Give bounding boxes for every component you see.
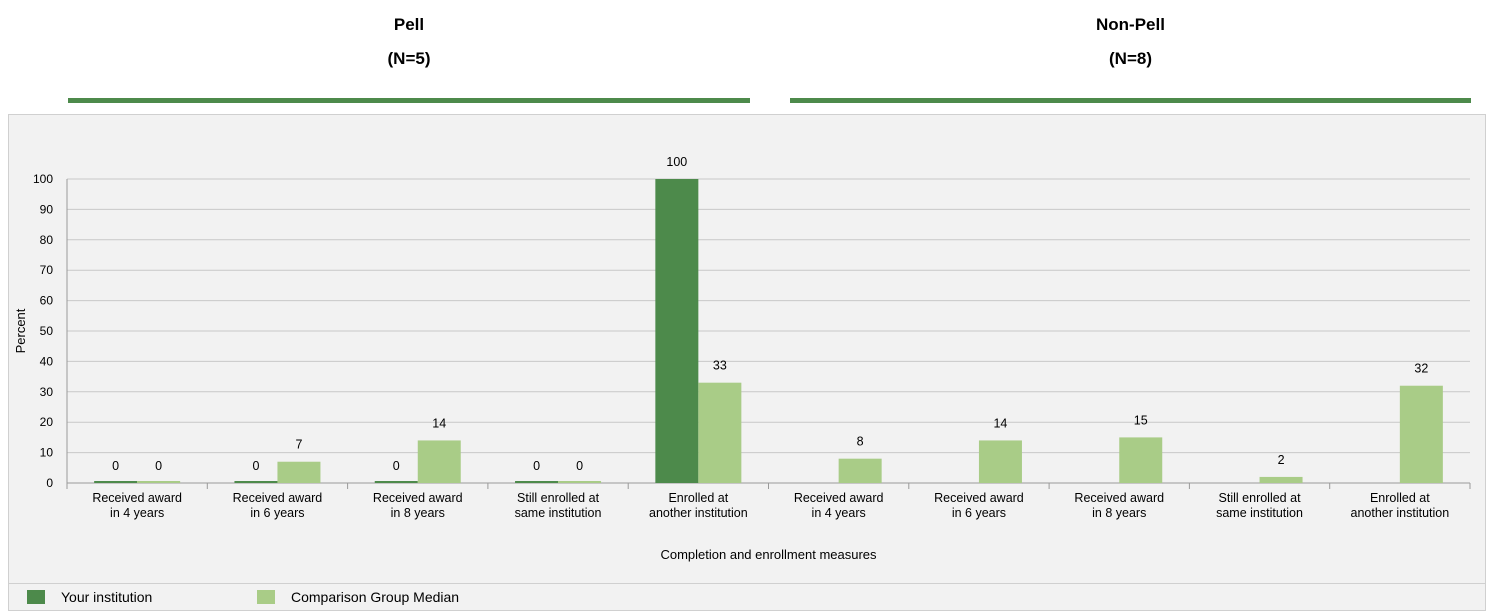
x-tick-label: same institution	[515, 506, 602, 520]
y-tick-label: 20	[40, 415, 54, 429]
data-label: 0	[112, 459, 119, 473]
bar-comparison-median	[978, 440, 1022, 483]
bar-chart: 0102030405060708090100PercentCompletion …	[13, 155, 1471, 562]
data-label: 14	[993, 416, 1007, 430]
x-tick-label: another institution	[649, 506, 748, 520]
chart-panel: 0 10 20 30 40 50 60 70 80 90 100 Percent Completion …	[8, 114, 1486, 584]
bar-comparison-median	[1399, 385, 1443, 483]
y-tick-label: 30	[40, 385, 54, 399]
bar-comparison-median	[558, 481, 602, 483]
x-tick-label: in 6 years	[952, 506, 1006, 520]
x-tick-label: Received award	[373, 491, 463, 505]
legend-swatch-your-institution	[27, 590, 45, 604]
group-name: Non-Pell	[1096, 15, 1165, 34]
data-label: 0	[252, 459, 259, 473]
y-tick-label: 70	[40, 263, 54, 277]
chart-legend: Your institution Comparison Group Median	[8, 584, 1486, 611]
bar-your-institution	[94, 481, 138, 483]
group-header-non-pell: Non-Pell (N=8)	[790, 8, 1471, 76]
data-label: 33	[713, 359, 727, 373]
x-tick-label: Received award	[92, 491, 182, 505]
bar-comparison-median	[277, 461, 321, 483]
group-n-label: (N=8)	[1109, 49, 1152, 68]
y-tick-label: 80	[40, 233, 54, 247]
bar-comparison-median	[1259, 476, 1303, 483]
data-label: 0	[576, 459, 583, 473]
bar-comparison-median	[417, 440, 461, 483]
bar-your-institution	[655, 179, 699, 483]
data-label: 8	[857, 435, 864, 449]
x-tick-label: in 4 years	[812, 506, 866, 520]
legend-label: Your institution	[61, 589, 153, 605]
bar-your-institution	[374, 481, 418, 483]
legend-label: Comparison Group Median	[291, 589, 460, 605]
x-tick-label: Received award	[794, 491, 884, 505]
y-tick-label: 50	[40, 324, 54, 338]
group-n-label: (N=5)	[387, 49, 431, 68]
x-tick-label: in 8 years	[1092, 506, 1146, 520]
bar-comparison-median	[1119, 437, 1163, 483]
data-label: 0	[533, 459, 540, 473]
data-label: 32	[1414, 362, 1428, 376]
bar-your-institution	[515, 481, 559, 483]
data-label: 7	[295, 438, 302, 452]
x-tick-label: Received award	[934, 491, 1024, 505]
data-label: 14	[432, 416, 446, 430]
group-rule-non-pell	[790, 98, 1471, 103]
group-name: Pell	[393, 15, 425, 34]
bar-your-institution	[234, 481, 278, 483]
x-tick-label: Still enrolled at	[517, 491, 600, 505]
x-tick-label: in 8 years	[391, 506, 445, 520]
data-label: 0	[393, 459, 400, 473]
bar-comparison-median	[698, 382, 742, 483]
data-label: 2	[1278, 453, 1285, 467]
y-tick-label: 90	[40, 202, 54, 216]
x-tick-label: in 4 years	[110, 506, 164, 520]
y-tick-label: 10	[40, 446, 54, 460]
bar-comparison-median	[137, 481, 181, 483]
y-tick-label: 60	[40, 294, 54, 308]
x-tick-label: same institution	[1216, 506, 1303, 520]
legend-item-comparison-median: Comparison Group Median	[257, 588, 459, 606]
legend-swatch-comparison-median	[257, 590, 275, 604]
x-axis-title: Completion and enrollment measures	[660, 547, 877, 562]
y-axis-title: Percent	[13, 308, 28, 353]
x-tick-label: Still enrolled at	[1219, 491, 1302, 505]
x-tick-label: another institution	[1351, 506, 1450, 520]
y-tick-label: 0	[46, 476, 53, 490]
data-label: 15	[1134, 413, 1148, 427]
y-tick-label: 40	[40, 354, 54, 368]
y-tick-label: 100	[33, 172, 53, 186]
data-label: 0	[155, 459, 162, 473]
x-tick-label: in 6 years	[250, 506, 304, 520]
group-rule-pell	[68, 98, 750, 103]
x-tick-label: Received award	[1074, 491, 1164, 505]
bar-comparison-median	[838, 458, 882, 483]
legend-item-your-institution: Your institution	[27, 588, 152, 606]
x-tick-label: Enrolled at	[1370, 491, 1430, 505]
data-label: 100	[666, 155, 687, 169]
x-tick-label: Received award	[233, 491, 323, 505]
group-header-pell: Pell (N=5)	[68, 8, 750, 76]
x-tick-label: Enrolled at	[668, 491, 728, 505]
